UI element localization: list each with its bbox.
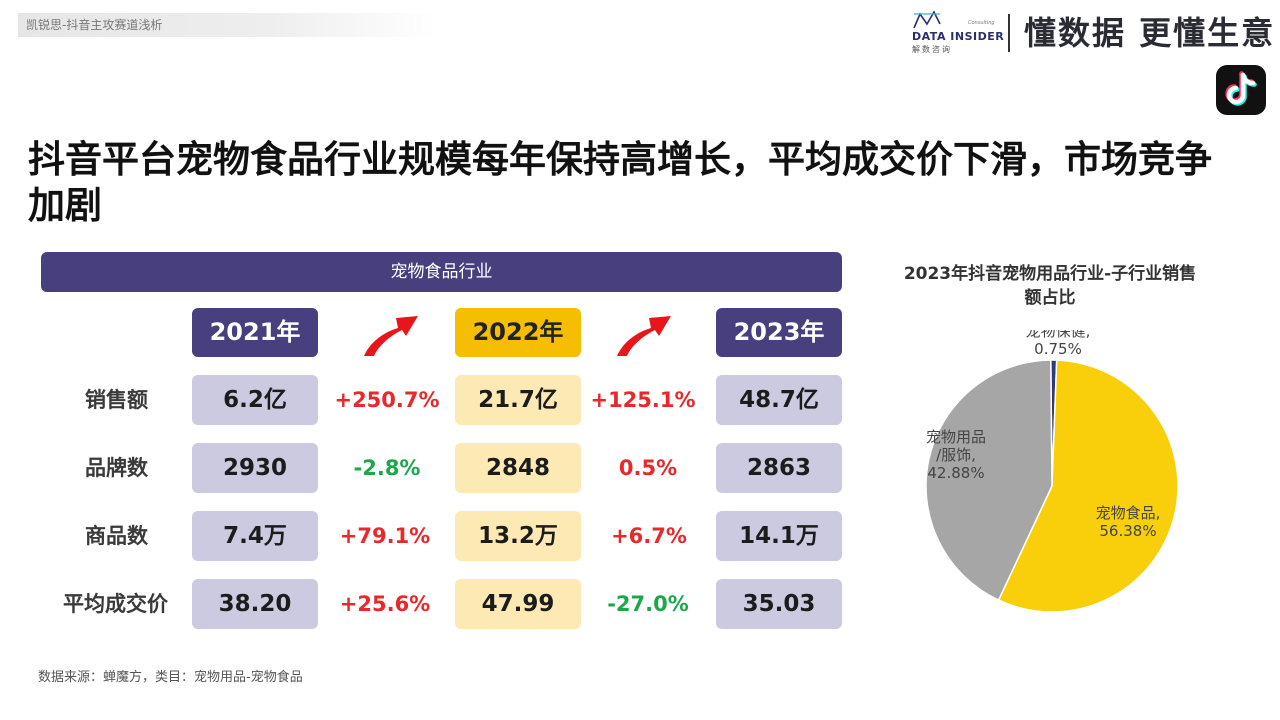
change-products-2023: +6.7% bbox=[611, 524, 687, 548]
cell-price-2023: 35.03 bbox=[716, 579, 842, 629]
year-2021: 2021年 bbox=[192, 308, 318, 357]
change-sales-2023: +125.1% bbox=[590, 388, 696, 412]
brand-divider bbox=[1008, 14, 1010, 52]
growth-arrow-icon bbox=[364, 316, 418, 356]
cell-products-2022: 13.2万 bbox=[455, 511, 581, 561]
cell-products-2023: 14.1万 bbox=[716, 511, 842, 561]
change-products-2022: +79.1% bbox=[339, 524, 431, 548]
cell-brands-2021: 2930 bbox=[192, 443, 318, 493]
pie-slice-pet-food bbox=[997, 359, 1179, 613]
industry-header: 宠物食品行业 bbox=[41, 252, 842, 292]
year-2022: 2022年 bbox=[455, 308, 581, 357]
data-insider-logo-icon bbox=[913, 10, 941, 29]
data-source: 数据来源：蝉魔方，类目：宠物用品-宠物食品 bbox=[38, 670, 303, 685]
growth-arrow-icon bbox=[617, 316, 671, 356]
logo-consulting-text: Consulting bbox=[968, 20, 995, 26]
report-tag: 凯锐思-抖音主攻赛道浅析 bbox=[18, 13, 438, 37]
change-brands-2023: 0.5% bbox=[618, 456, 678, 480]
change-price-2023: -27.0% bbox=[607, 592, 689, 616]
row-label-brands: 品牌数 bbox=[85, 456, 148, 480]
data-insider-logo: Consulting DATA INSIDER 解数咨询 bbox=[906, 10, 1004, 56]
brand-header: Consulting DATA INSIDER 解数咨询 懂数据 更懂生意 bbox=[906, 10, 1276, 56]
pie-chart: 宠物食品, 56.38% 宠物用品/服饰, 42.88% 宠物保健, 0.75% bbox=[925, 330, 1179, 613]
tiktok-icon bbox=[1216, 65, 1266, 115]
change-price-2022: +25.6% bbox=[339, 592, 431, 616]
change-brands-2022: -2.8% bbox=[353, 456, 421, 480]
cell-sales-2021: 6.2亿 bbox=[192, 375, 318, 425]
row-label-avg-price: 平均成交价 bbox=[63, 592, 168, 616]
pie-label-pet-health: 宠物保健, 0.75% bbox=[1026, 330, 1091, 358]
year-2023: 2023年 bbox=[716, 308, 842, 357]
cell-price-2022: 47.99 bbox=[455, 579, 581, 629]
cell-sales-2022: 21.7亿 bbox=[455, 375, 581, 425]
change-sales-2022: +250.7% bbox=[334, 388, 440, 412]
cell-price-2021: 38.20 bbox=[192, 579, 318, 629]
slogan: 懂数据 更懂生意 bbox=[1024, 14, 1276, 52]
cell-products-2021: 7.4万 bbox=[192, 511, 318, 561]
cell-brands-2023: 2863 bbox=[716, 443, 842, 493]
row-label-sales: 销售额 bbox=[85, 388, 148, 412]
cell-brands-2022: 2848 bbox=[455, 443, 581, 493]
logo-name: DATA INSIDER bbox=[912, 30, 1005, 43]
pie-chart-title: 2023年抖音宠物用品行业-子行业销售额占比 bbox=[903, 264, 1197, 308]
pie-label-pet-food: 宠物食品, 56.38% bbox=[1096, 504, 1161, 540]
cell-sales-2023: 48.7亿 bbox=[716, 375, 842, 425]
pie-slice-pet-supplies bbox=[925, 359, 1053, 602]
page-title: 抖音平台宠物食品行业规模每年保持高增长，平均成交价下滑，市场竞争加剧 bbox=[28, 138, 1212, 227]
pie-label-pet-supplies: 宠物用品/服饰, 42.88% bbox=[926, 428, 986, 482]
logo-cn: 解数咨询 bbox=[912, 45, 952, 54]
row-label-products: 商品数 bbox=[85, 524, 148, 548]
